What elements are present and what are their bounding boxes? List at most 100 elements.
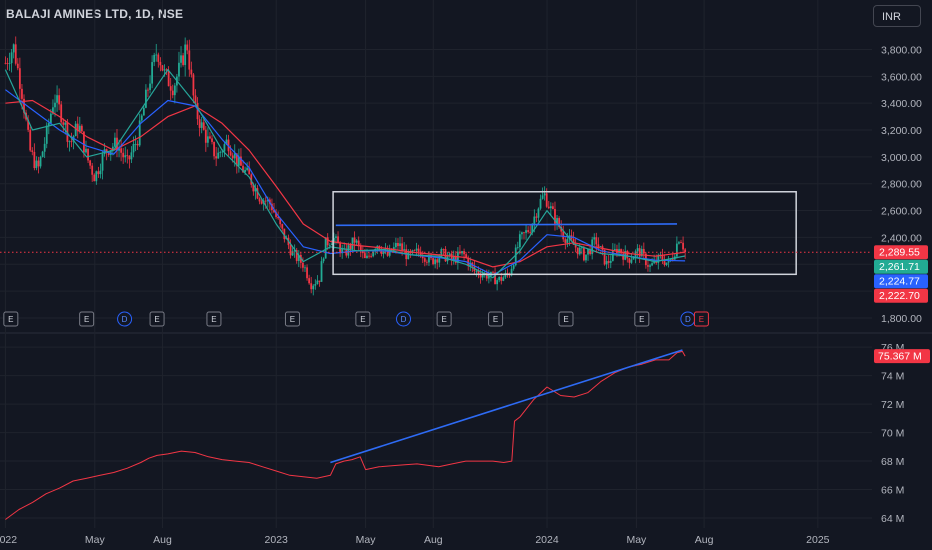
candle-body: [279, 218, 282, 225]
earnings-marker-label: E: [563, 315, 568, 324]
candle-body: [149, 83, 151, 90]
candle-body: [194, 95, 197, 103]
candle-body: [583, 247, 585, 261]
candle-body: [597, 244, 600, 247]
price-tag-label: 2,261.71: [879, 261, 920, 273]
range-box-drawing[interactable]: [332, 191, 797, 276]
earnings-marker-icon[interactable]: [206, 311, 222, 327]
candle-body: [459, 251, 461, 254]
candle-body: [155, 54, 158, 56]
earnings-marker-icon[interactable]: [693, 311, 709, 327]
earnings-marker-icon[interactable]: [488, 311, 504, 327]
candle-body: [29, 129, 32, 151]
candle-body: [101, 154, 104, 171]
candle-body: [351, 237, 354, 250]
earnings-marker-icon[interactable]: [3, 311, 19, 327]
candle-body: [330, 243, 333, 245]
candle-body: [417, 248, 420, 252]
candle-body: [202, 122, 205, 130]
candle-body: [235, 153, 238, 166]
earnings-marker-icon[interactable]: [79, 311, 95, 327]
candle-body: [665, 262, 668, 265]
candle-body: [632, 257, 635, 260]
candle-body: [99, 170, 102, 175]
dividend-marker-icon[interactable]: [117, 311, 133, 327]
candle-body: [609, 260, 612, 263]
candle-body: [39, 157, 42, 167]
earnings-marker-label: E: [211, 315, 216, 324]
candle-body: [333, 237, 335, 244]
candle-body: [341, 248, 344, 254]
candle-body: [599, 246, 602, 248]
candle-body: [165, 69, 168, 71]
earnings-marker-icon[interactable]: [558, 311, 574, 327]
candle-body: [642, 248, 645, 254]
candle-body: [516, 247, 519, 248]
currency-button[interactable]: INR: [873, 5, 921, 27]
candle-body: [613, 248, 616, 250]
candle-body: [21, 88, 23, 99]
candle-body: [318, 280, 321, 282]
candle-body: [518, 234, 521, 248]
candle-body: [306, 267, 308, 279]
dividend-marker-label: D: [122, 315, 128, 324]
earnings-marker-label: E: [360, 315, 365, 324]
candle-body: [49, 113, 52, 124]
candle-body: [209, 136, 211, 139]
earnings-marker-icon[interactable]: [436, 311, 452, 327]
candle-body: [382, 251, 385, 254]
price-tag: [874, 288, 928, 303]
candle-body: [145, 89, 147, 108]
candle-body: [182, 55, 184, 65]
candle-body: [312, 285, 315, 290]
candle-body: [355, 240, 358, 243]
candle-body: [128, 155, 131, 160]
candle-body: [153, 54, 156, 63]
candle-body: [169, 86, 172, 91]
candle-body: [200, 122, 203, 128]
dividend-marker-icon[interactable]: [396, 311, 412, 327]
candle-body: [580, 247, 583, 249]
earnings-marker-icon[interactable]: [149, 311, 165, 327]
indicator-trend-line[interactable]: [330, 349, 683, 464]
candle-body: [425, 261, 428, 263]
earnings-marker-icon[interactable]: [284, 311, 300, 327]
candle-body: [399, 243, 401, 247]
candle-body: [500, 276, 503, 281]
candle-body: [324, 237, 327, 259]
candle-body: [264, 200, 267, 202]
candle-body: [248, 167, 251, 175]
candle-body: [438, 256, 441, 263]
candle-body: [289, 245, 292, 256]
resistance-trend-line[interactable]: [335, 223, 678, 227]
candle-body: [159, 61, 162, 66]
candle-body: [219, 152, 222, 153]
earnings-marker-icon[interactable]: [634, 311, 650, 327]
candle-body: [636, 248, 639, 252]
candle-body: [58, 95, 61, 105]
candle-body: [140, 115, 143, 121]
candle-body: [496, 280, 499, 285]
candle-body: [436, 259, 439, 263]
candle-body: [138, 120, 141, 146]
candle-body: [91, 165, 94, 175]
candle-body: [74, 123, 77, 137]
earnings-marker-label: E: [8, 315, 13, 324]
candle-body: [628, 258, 631, 263]
candle-body: [521, 232, 523, 235]
candle-body: [130, 152, 133, 160]
candle-body: [173, 85, 176, 96]
candle-body: [558, 218, 561, 228]
earnings-marker-icon[interactable]: [355, 311, 371, 327]
candle-body: [18, 68, 21, 89]
y-tick-label-price: 3,200.00: [881, 125, 922, 137]
candle-body: [43, 143, 46, 152]
candle-body: [680, 242, 682, 244]
indicator-value-tag: [874, 349, 930, 364]
candle-body: [663, 260, 666, 265]
candle-body: [87, 148, 89, 161]
candle-body: [246, 167, 249, 170]
candle-body: [428, 255, 430, 263]
x-tick-label: Aug: [695, 534, 714, 546]
